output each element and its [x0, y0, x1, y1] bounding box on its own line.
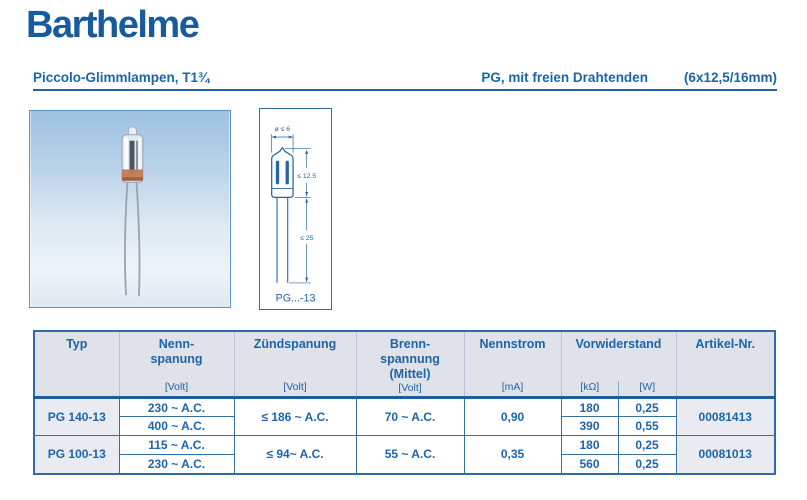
glow-lamp-image	[121, 126, 144, 297]
dimension-arrows	[271, 135, 309, 282]
lamp-base	[122, 169, 143, 180]
product-size-label: (6x12,5/16mm)	[683, 70, 777, 85]
table-row: 230 ~ A.C. 560 0,25	[34, 454, 775, 474]
product-family-label: PG, mit freien Drahtenden	[481, 70, 648, 85]
page-title: Piccolo-Glimmlampen, T1¾	[33, 70, 210, 85]
unit-vorwiderstand-kohm: [kΩ]	[580, 381, 600, 393]
col-header-artikel-nr: Artikel-Nr.	[676, 331, 776, 399]
glass-highlight-2	[138, 138, 141, 177]
vorwiderstand-watt-cell: 0,25	[617, 454, 677, 474]
unit-brennspannung: [Volt]	[398, 382, 422, 394]
spec-table-header: Typ Nenn- spanung [Volt] Zündspanung [Vo…	[34, 331, 776, 399]
col-header-nennstrom: Nennstrom [mA]	[464, 331, 562, 399]
brand-logo: Barthelme	[26, 4, 200, 46]
spec-table: Typ Nenn- spanung [Volt] Zündspanung [Vo…	[33, 330, 776, 475]
typ-cell: PG 100-13	[33, 435, 120, 474]
glass-highlight	[124, 137, 129, 178]
col-header-nennspannung: Nenn- spanung [Volt]	[119, 331, 235, 399]
zuendspannung-cell: ≤ 94~ A.C.	[233, 435, 357, 474]
zuendspannung-cell: ≤ 186 ~ A.C.	[233, 397, 357, 436]
drawing-type-label: PG...-13	[276, 292, 316, 304]
lamp-wire-left	[124, 181, 129, 296]
nennspannung-cell: 115 ~ A.C.	[118, 435, 235, 455]
vorwiderstand-kohm-cell: 560	[560, 454, 619, 474]
vorwiderstand-kohm-cell: 180	[560, 435, 619, 455]
brennspannung-cell: 70 ~ A.C.	[355, 397, 465, 436]
vorwiderstand-watt-cell: 0,25	[617, 397, 677, 417]
lead-wires	[276, 197, 289, 283]
artikel-nr-cell: 00081413	[675, 397, 776, 436]
table-row: PG 140-13 230 ~ A.C. ≤ 186 ~ A.C. 70 ~ A…	[33, 397, 776, 436]
nennspannung-cell: 230 ~ A.C.	[118, 397, 235, 417]
nennstrom-cell: 0,35	[463, 435, 562, 474]
lamp-base-edge	[122, 177, 143, 181]
artikel-nr-cell: 00081013	[675, 435, 776, 474]
lamp-photo-illustration	[30, 111, 230, 307]
vorwiderstand-kohm-cell: 180	[560, 397, 619, 417]
technical-drawing: ø ≤ 6 ≤ 12.5 ≤ 25 PG...-13	[259, 108, 332, 310]
vorwiderstand-watt-cell: 0,25	[617, 435, 677, 455]
lamp-electrode	[129, 140, 135, 174]
table-row: 400 ~ A.C. 390 0,55	[34, 416, 775, 436]
col-header-vorwiderstand: Vorwiderstand [kΩ] [W]	[561, 331, 677, 399]
diameter-dimension-label: ø ≤ 6	[275, 126, 291, 133]
dimension-drawing: ø ≤ 6 ≤ 12.5 ≤ 25 PG...-13	[271, 126, 316, 304]
dimension-lines	[271, 134, 311, 284]
nennstrom-cell: 0,90	[463, 397, 562, 436]
col-header-zuendspannung: Zündspanung [Volt]	[234, 331, 357, 399]
table-row: PG 100-13 115 ~ A.C. ≤ 94~ A.C. 55 ~ A.C…	[33, 435, 776, 474]
nennspannung-cell: 230 ~ A.C.	[118, 454, 235, 474]
wire-length-dimension-label: ≤ 25	[300, 235, 313, 242]
unit-vorwiderstand-watt: [W]	[618, 381, 676, 396]
col-header-brennspannung: Brenn- spannung (Mittel) [Volt]	[356, 331, 465, 399]
lamp-wire-right	[135, 181, 141, 297]
typ-cell: PG 140-13	[33, 397, 120, 436]
unit-nennspannung: [Volt]	[164, 381, 189, 393]
product-photo	[29, 110, 231, 308]
vorwiderstand-watt-cell: 0,55	[617, 416, 677, 436]
brennspannung-cell: 55 ~ A.C.	[355, 435, 465, 474]
bulb-length-dimension-label: ≤ 12.5	[297, 173, 316, 180]
lamp-electrode-2	[135, 140, 138, 173]
unit-nennstrom: [mA]	[501, 381, 524, 393]
unit-zuendspannung: [Volt]	[283, 381, 307, 393]
lamp-outline	[271, 146, 294, 283]
nennspannung-cell: 400 ~ A.C.	[118, 416, 235, 436]
col-header-typ: Typ	[34, 331, 120, 399]
vorwiderstand-kohm-cell: 390	[560, 416, 619, 436]
page-header: Piccolo-Glimmlampen, T1¾ PG, mit freien …	[33, 70, 777, 91]
